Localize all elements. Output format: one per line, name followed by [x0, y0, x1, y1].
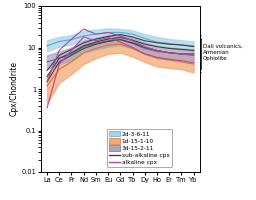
- Text: Dali volcanics,
Armenian
Ophiolite: Dali volcanics, Armenian Ophiolite: [203, 44, 243, 61]
- Y-axis label: Cpx/Chondrite: Cpx/Chondrite: [9, 62, 19, 116]
- Legend: 2d-3-6-11, 1d-15-1-10, 3d-15-2-11, sub-alkaline cpx, alkaline cpx: 2d-3-6-11, 1d-15-1-10, 3d-15-2-11, sub-a…: [107, 129, 172, 167]
